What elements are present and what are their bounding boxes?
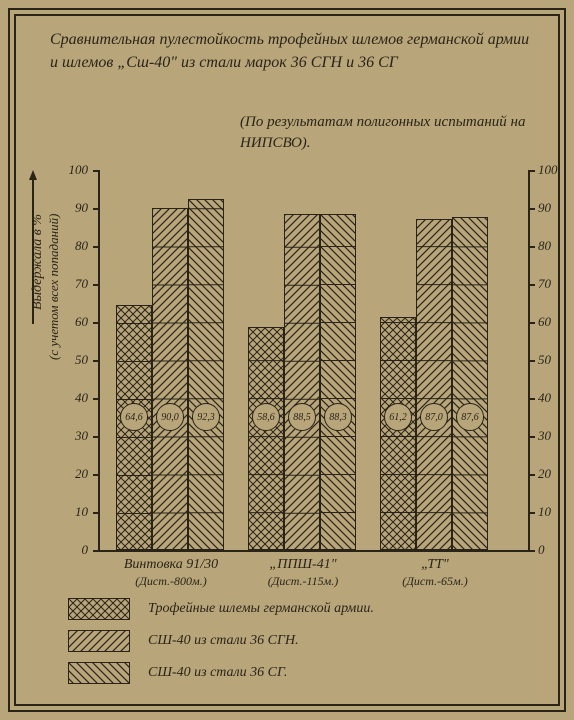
bar-value: 88,5 (288, 403, 316, 431)
y-tick-left: 50 (58, 352, 88, 368)
y-tick-right: 30 (538, 428, 568, 444)
bar (380, 317, 416, 550)
y-tick-right: 10 (538, 504, 568, 520)
chart-subtitle: (По результатам полигонных испытаний на … (240, 112, 550, 154)
bar-value: 87,6 (456, 403, 484, 431)
legend-row: СШ-40 из стали 36 СГН. (68, 630, 374, 652)
legend-swatch (68, 662, 130, 684)
chart-area: 0010102020303040405050606070708080909010… (98, 170, 528, 550)
y-tick-left: 40 (58, 390, 88, 406)
group-label: „ППШ-41"(Дист.-115м.) (242, 556, 364, 590)
bar-value: 61,2 (384, 403, 412, 431)
bar-value: 87,0 (420, 403, 448, 431)
bar-value: 64,6 (120, 403, 148, 431)
bar-value: 90,0 (156, 403, 184, 431)
bar (320, 214, 356, 550)
bar (152, 208, 188, 550)
bar-value: 58,6 (252, 403, 280, 431)
y-axis-label: Выдержала в % (30, 110, 46, 310)
y-tick-right: 40 (538, 390, 568, 406)
group-label: Винтовка 91/30(Дист.-800м.) (110, 556, 232, 590)
bar (188, 199, 224, 550)
legend: Трофейные шлемы германской армии. СШ-40 и… (68, 598, 374, 694)
legend-label: СШ-40 из стали 36 СГ. (148, 665, 287, 681)
y-tick-right: 70 (538, 276, 568, 292)
y-tick-right: 50 (538, 352, 568, 368)
legend-swatch (68, 630, 130, 652)
legend-swatch (68, 598, 130, 620)
y-tick-right: 60 (538, 314, 568, 330)
bar-value: 92,3 (192, 403, 220, 431)
legend-row: Трофейные шлемы германской армии. (68, 598, 374, 620)
group-label: „ТТ"(Дист.-65м.) (374, 556, 496, 590)
bar (416, 219, 452, 550)
bar (452, 217, 488, 550)
y-tick-left: 90 (58, 200, 88, 216)
legend-row: СШ-40 из стали 36 СГ. (68, 662, 374, 684)
y-tick-left: 30 (58, 428, 88, 444)
y-tick-left: 10 (58, 504, 88, 520)
y-tick-right: 90 (538, 200, 568, 216)
y-tick-left: 80 (58, 238, 88, 254)
bar (248, 327, 284, 550)
y-tick-right: 100 (538, 162, 568, 178)
legend-label: СШ-40 из стали 36 СГН. (148, 633, 299, 649)
y-tick-left: 70 (58, 276, 88, 292)
y-tick-left: 60 (58, 314, 88, 330)
chart-title: Сравнительная пулестойкость трофейных шл… (50, 28, 540, 74)
y-tick-left: 20 (58, 466, 88, 482)
y-tick-right: 20 (538, 466, 568, 482)
y-tick-right: 80 (538, 238, 568, 254)
bar (284, 214, 320, 550)
legend-label: Трофейные шлемы германской армии. (148, 601, 374, 617)
y-tick-right: 0 (538, 542, 568, 558)
y-tick-left: 0 (58, 542, 88, 558)
y-tick-left: 100 (58, 162, 88, 178)
bar-value: 88,3 (324, 403, 352, 431)
